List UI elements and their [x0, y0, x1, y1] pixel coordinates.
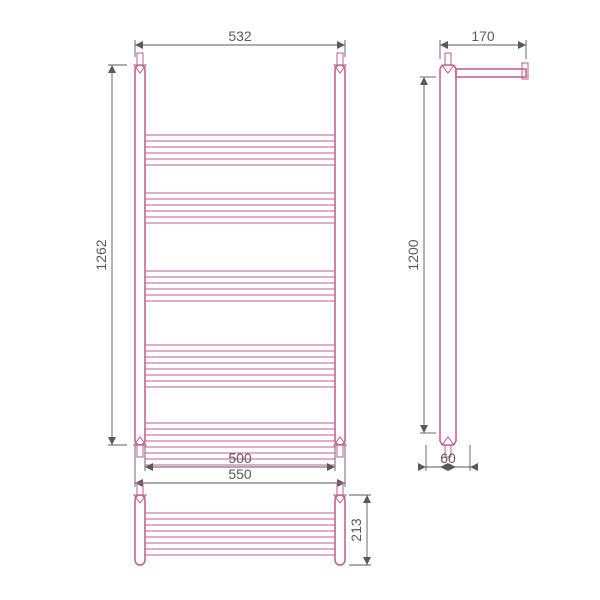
- dim-side-60-label: 60: [440, 450, 456, 466]
- dim-front-left-label: 1262: [93, 239, 109, 270]
- dim-front-550-label: 550: [228, 466, 252, 482]
- dim-side-height-label: 1200: [405, 239, 421, 270]
- front-right-tube: [335, 65, 345, 445]
- side-tube: [440, 65, 456, 445]
- connector: [137, 445, 143, 457]
- plan-left: [135, 495, 145, 565]
- connector: [445, 53, 451, 65]
- front-left-tube: [135, 65, 145, 445]
- dim-side-top-label: 170: [471, 28, 495, 44]
- dim-plan-right-label: 213: [348, 518, 364, 542]
- side-top-arm: [456, 69, 526, 77]
- plan-right: [335, 495, 345, 565]
- dim-front-top-label: 532: [228, 28, 252, 44]
- dim-front-500-label: 500: [228, 450, 252, 466]
- connector: [337, 445, 343, 457]
- connector: [337, 53, 343, 65]
- connector: [137, 53, 143, 65]
